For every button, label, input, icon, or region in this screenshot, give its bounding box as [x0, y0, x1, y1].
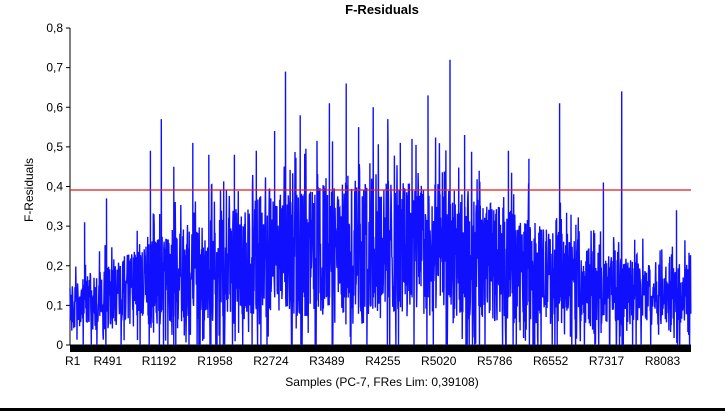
x-tick-label: R8083 [645, 354, 681, 368]
f-residuals-series-line [69, 59, 692, 346]
y-tick-label: 0,3 [46, 219, 63, 233]
x-tick-label: R7317 [589, 354, 625, 368]
x-tick-label: R3489 [309, 354, 345, 368]
x-axis-label: Samples (PC-7, FRes Lim: 0,39108) [285, 375, 478, 389]
y-tick-label: 0,7 [46, 61, 63, 75]
x-sample-tick-band [70, 345, 691, 352]
x-tick-label: R491 [93, 354, 122, 368]
y-tick-label: 0 [56, 338, 63, 352]
x-tick-label: R1958 [197, 354, 233, 368]
x-tick-label: R4255 [365, 354, 401, 368]
x-axis-ticks: R1 R491 R1192 R1958 R2724 R3489 R4255 R5020 R578… [65, 345, 691, 368]
y-tick-label: 0,6 [46, 100, 63, 114]
y-tick-label: 0,8 [46, 21, 63, 35]
y-tick-label: 0,5 [46, 140, 63, 154]
y-tick-label: 0,2 [46, 259, 63, 273]
y-axis-label: F-Residuals [22, 158, 36, 222]
y-tick-label: 0,4 [46, 180, 63, 194]
chart-title: F-Residuals [345, 2, 419, 17]
x-tick-label: R1 [65, 354, 81, 368]
x-tick-label: R5786 [477, 354, 513, 368]
x-tick-label: R1192 [142, 354, 177, 368]
y-axis-ticks: 0 0,1 0,2 0,3 0,4 0,5 0,6 0,7 0,8 [46, 21, 70, 352]
x-tick-label: R5020 [421, 354, 457, 368]
x-tick-label: R2724 [253, 354, 289, 368]
bottom-divider [0, 408, 725, 411]
y-tick-label: 0,1 [46, 298, 63, 312]
x-tick-label: R6552 [533, 354, 569, 368]
plot-area [69, 28, 692, 346]
